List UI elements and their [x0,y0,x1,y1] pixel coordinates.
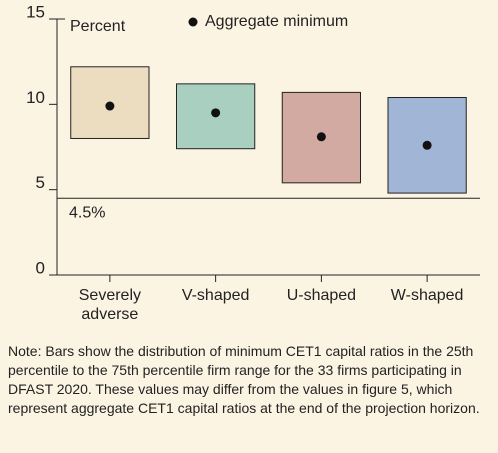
aggregate-dot [211,108,221,118]
aggregate-dot [105,101,115,111]
aggregate-dot [422,140,432,150]
y-tick-label: 5 [36,173,45,192]
reference-label: 4.5% [69,204,105,221]
aggregate-dot [316,132,326,142]
y-tick-label: 15 [26,2,45,21]
y-tick-label: 10 [26,88,45,107]
y-tick-label: 0 [36,258,45,277]
legend-marker [188,17,198,27]
x-tick-label: W-shaped [390,287,464,304]
x-tick-label: V-shaped [181,287,250,304]
note: Note: Bars show the distribution of mini… [8,343,480,416]
legend-label: Aggregate minimum [205,13,348,30]
chart: Percent 0 5 10 15 4.5% Aggregate minimum [26,2,480,282]
x-tick-label: Severely adverse [78,287,141,323]
x-tick-label: U-shaped [286,287,357,304]
y-axis-label: Percent [70,18,126,35]
